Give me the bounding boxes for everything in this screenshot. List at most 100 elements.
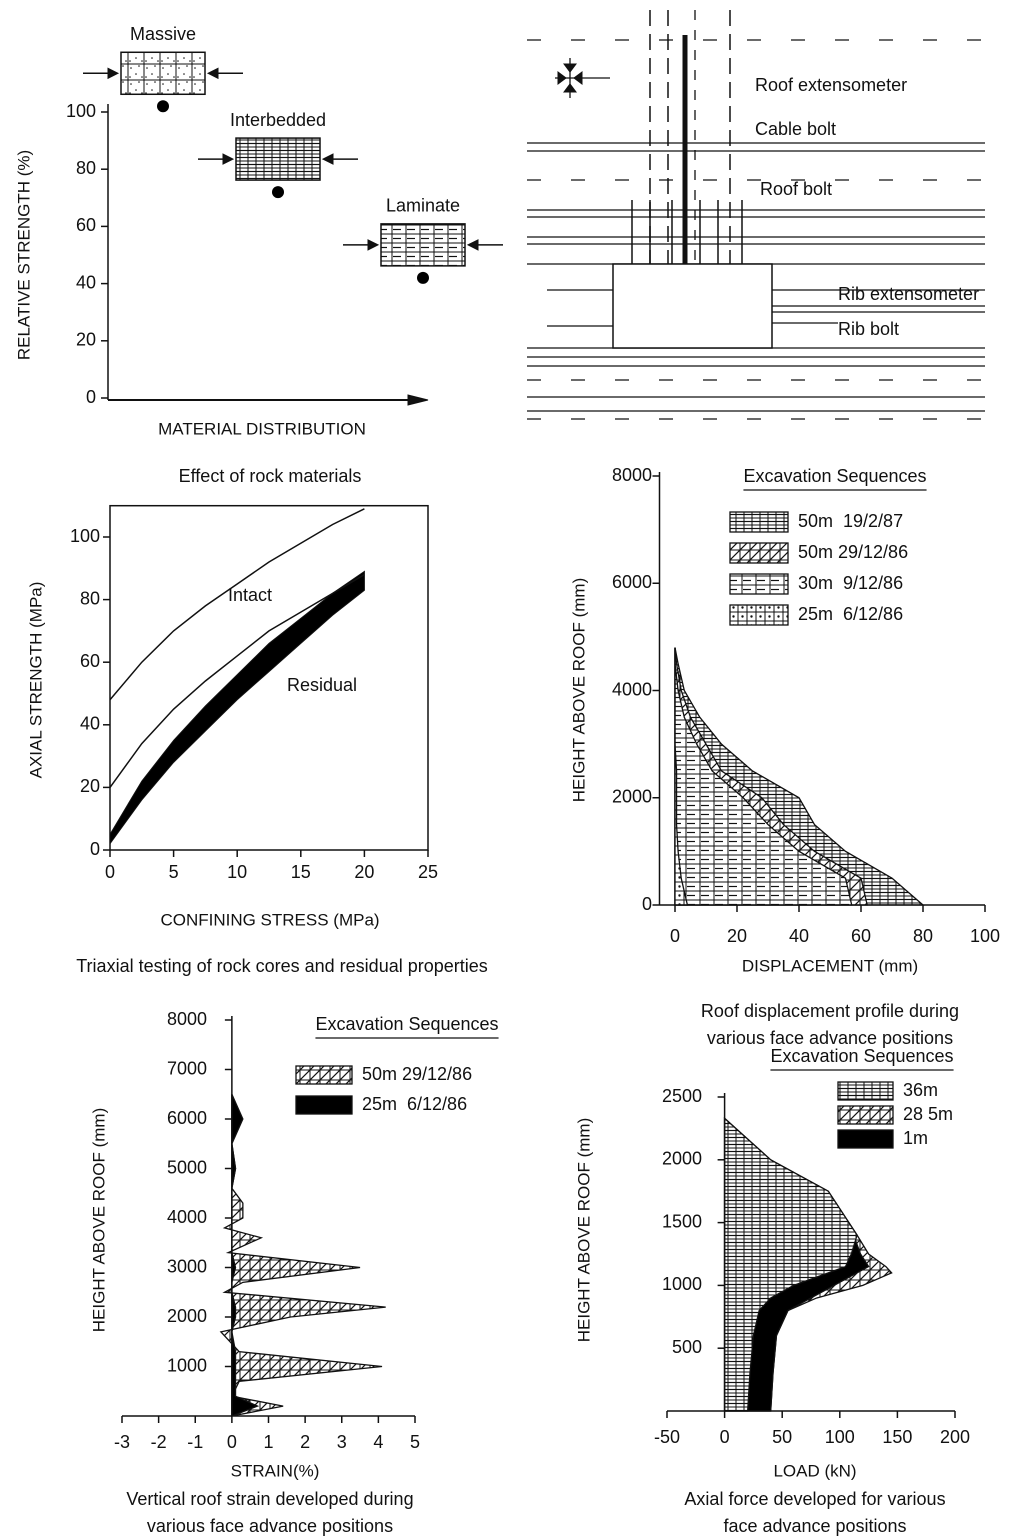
x-tick-label: 4 [373, 1432, 383, 1452]
y-tick-label: 8000 [612, 465, 652, 485]
y-tick-label: 80 [80, 588, 100, 608]
profile-area [231, 1093, 260, 1417]
legend-swatch [295, 1095, 353, 1115]
y-tick-label: 6000 [167, 1108, 207, 1128]
caption: face advance positions [723, 1516, 906, 1536]
y-tick-label: 4000 [167, 1207, 207, 1227]
caption: Vertical roof strain developed during [126, 1489, 413, 1509]
caption: various face advance positions [147, 1516, 393, 1536]
arrow-head [367, 239, 479, 251]
y-axis-label: AXIAL STRENGTH (MPa) [26, 582, 45, 779]
x-tick-label: 5 [169, 862, 179, 882]
y-axis-label: HEIGHT ABOVE ROOF (mm) [574, 1118, 593, 1342]
y-tick-label: 20 [80, 776, 100, 796]
y-tick-label: 40 [80, 714, 100, 734]
caption: Effect of rock materials [179, 466, 362, 486]
x-tick-label: -50 [654, 1427, 680, 1447]
category-label: Laminate [386, 196, 460, 216]
legend-label: 30m 9/12/86 [798, 573, 903, 593]
curve [109, 573, 365, 788]
curve [109, 508, 365, 701]
legend-label: 28 5m [903, 1104, 953, 1124]
legend-swatch [729, 573, 789, 595]
y-axis-label: RELATIVE STRENGTH (%) [14, 150, 33, 360]
legend-swatch [837, 1129, 894, 1149]
y-tick-label: 80 [76, 158, 96, 178]
legend-swatch [295, 1065, 353, 1085]
y-tick-label: 0 [90, 839, 100, 859]
legend-swatch [729, 604, 789, 626]
category-label: Interbedded [230, 110, 326, 130]
legend-label: 50m 19/2/87 [798, 511, 903, 531]
y-tick-label: 3000 [167, 1256, 207, 1276]
residual-band [109, 570, 365, 846]
x-tick-label: 0 [670, 926, 680, 946]
x-tick-label: 0 [105, 862, 115, 882]
diagram-label: Rib extensometer [838, 284, 979, 304]
legend-swatch [729, 542, 789, 564]
x-axis-label: DISPLACEMENT (mm) [742, 956, 918, 975]
x-tick-label: 25 [418, 862, 438, 882]
legend-title: Excavation Sequences [770, 1046, 953, 1066]
y-axis-label: HEIGHT ABOVE ROOF (mm) [89, 1108, 108, 1332]
arrow-head [107, 67, 219, 80]
y-axis-label: HEIGHT ABOVE ROOF (mm) [569, 578, 588, 802]
x-tick-label: 40 [789, 926, 809, 946]
x-tick-label: 5 [410, 1432, 420, 1452]
annotation: Residual [287, 675, 357, 695]
x-tick-label: 150 [882, 1427, 912, 1447]
x-tick-label: 100 [970, 926, 1000, 946]
x-tick-label: 10 [227, 862, 247, 882]
legend-label: 36m [903, 1080, 938, 1100]
dot [417, 271, 429, 284]
profile-area [723, 1116, 858, 1412]
x-tick-label: 3 [337, 1432, 347, 1452]
x-tick-label: -2 [151, 1432, 167, 1452]
y-tick-label: 8000 [167, 1009, 207, 1029]
material-icon [380, 223, 466, 267]
y-tick-label: 1000 [662, 1274, 702, 1294]
y-tick-label: 0 [642, 894, 652, 914]
y-tick-label: 100 [70, 526, 100, 546]
x-tick-label: 20 [727, 926, 747, 946]
material-icon [235, 137, 321, 181]
diagram-label: Cable bolt [755, 119, 836, 139]
annotation: Intact [228, 585, 272, 605]
y-tick-label: 2500 [662, 1086, 702, 1106]
x-axis-label: LOAD (kN) [773, 1461, 856, 1480]
y-tick-label: 6000 [612, 572, 652, 592]
legend-label: 50m 29/12/86 [362, 1064, 472, 1084]
convergence-arrows [557, 63, 583, 93]
y-tick-label: 20 [76, 330, 96, 350]
y-tick-label: 1000 [167, 1355, 207, 1375]
profile-area [674, 647, 853, 906]
legend-swatch [729, 511, 789, 533]
rib-pillar [612, 263, 773, 349]
legend-label: 25m 6/12/86 [798, 604, 903, 624]
x-tick-label: 0 [720, 1427, 730, 1447]
y-tick-label: 5000 [167, 1157, 207, 1177]
y-tick-label: 100 [66, 101, 96, 121]
x-tick-label: 1 [263, 1432, 273, 1452]
y-tick-label: 2000 [662, 1149, 702, 1169]
caption: Triaxial testing of rock cores and resid… [76, 956, 488, 976]
x-axis-label: CONFINING STRESS (MPa) [160, 910, 379, 929]
x-tick-label: -1 [187, 1432, 203, 1452]
x-tick-label: 50 [772, 1427, 792, 1447]
x-tick-label: -3 [114, 1432, 130, 1452]
caption: Axial force developed for various [684, 1489, 945, 1509]
plot-frame [109, 504, 429, 851]
x-tick-label: 0 [227, 1432, 237, 1452]
x-tick-label: 100 [825, 1427, 855, 1447]
x-tick-label: 60 [851, 926, 871, 946]
material-icon [120, 51, 206, 96]
y-tick-label: 0 [86, 387, 96, 407]
y-tick-label: 1500 [662, 1211, 702, 1231]
x-tick-label: 200 [940, 1427, 970, 1447]
x-tick-label: 2 [300, 1432, 310, 1452]
diagram-label: Roof bolt [760, 179, 832, 199]
legend-swatch [837, 1081, 894, 1101]
profile-area [674, 647, 689, 906]
